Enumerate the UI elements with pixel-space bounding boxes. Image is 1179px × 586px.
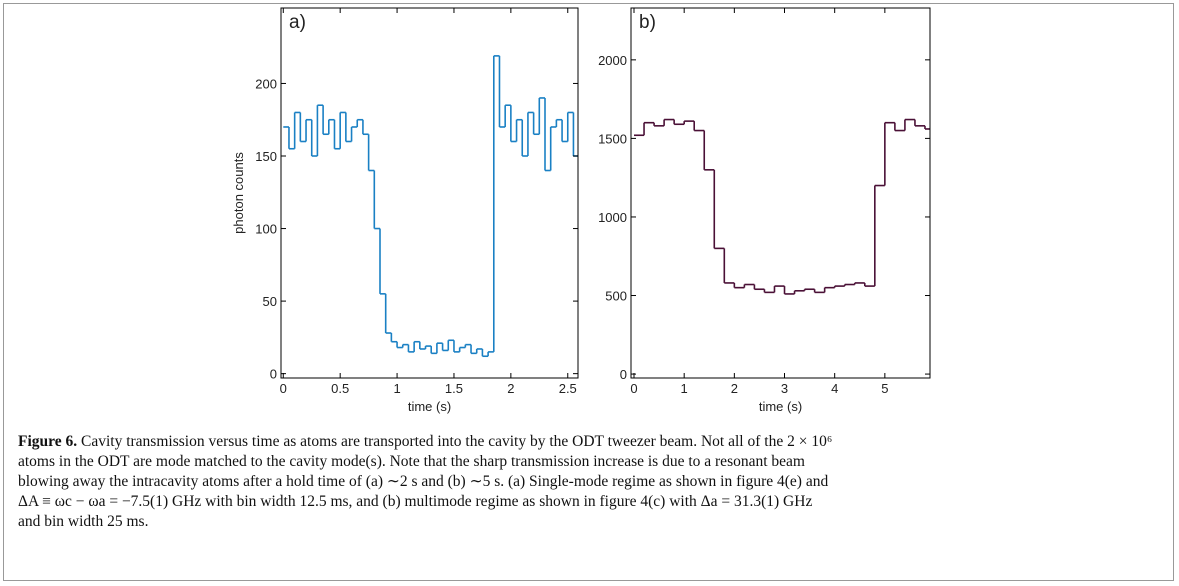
x-tick-label: 5: [881, 381, 888, 396]
y-tick-label: 100: [255, 222, 277, 237]
y-tick-label: 0: [270, 367, 277, 382]
x-tick-label: 0: [280, 381, 287, 396]
x-tick-label: 4: [831, 381, 838, 396]
x-tick-label: 2: [731, 381, 738, 396]
plot-frame: [630, 7, 931, 379]
x-tick-label: 0.5: [331, 381, 349, 396]
y-tick-label: 1500: [598, 131, 627, 146]
x-tick-label: 3: [781, 381, 788, 396]
panel-label: b): [639, 12, 656, 33]
x-tick-label: 2: [507, 381, 514, 396]
x-tick-label: 1: [393, 381, 400, 396]
x-axis-label: time (s): [408, 399, 451, 414]
panel-label: a): [289, 12, 306, 33]
caption: Figure 6. Cavity transmission versus tim…: [18, 432, 1168, 532]
caption-line: and bin width 25 ms.: [18, 513, 149, 530]
figure-frame: [3, 3, 1174, 581]
caption-line: blowing away the intracavity atoms after…: [18, 473, 829, 490]
x-tick-label: 2.5: [559, 381, 577, 396]
y-tick-label: 150: [255, 149, 277, 164]
y-axis-label: photon counts: [231, 152, 246, 234]
y-tick-label: 200: [255, 76, 277, 91]
y-tick-label: 1000: [598, 210, 627, 225]
caption-text: Cavity transmission versus time as atoms…: [77, 433, 833, 450]
x-axis-label: time (s): [759, 399, 802, 414]
y-tick-label: 50: [263, 294, 277, 309]
y-tick-label: 0: [620, 367, 627, 382]
caption-line: atoms in the ODT are mode matched to the…: [18, 453, 805, 470]
plot-frame: [280, 7, 579, 379]
x-tick-label: 0: [630, 381, 637, 396]
y-tick-label: 500: [605, 289, 627, 304]
x-tick-label: 1: [681, 381, 688, 396]
y-tick-label: 2000: [598, 53, 627, 68]
caption-line: Figure 6. Cavity transmission versus tim…: [18, 432, 1168, 452]
x-tick-label: 1.5: [445, 381, 463, 396]
caption-label: Figure 6.: [18, 433, 78, 450]
caption-line: ΔA ≡ ωc − ωa = −7.5(1) GHz with bin widt…: [18, 493, 813, 510]
